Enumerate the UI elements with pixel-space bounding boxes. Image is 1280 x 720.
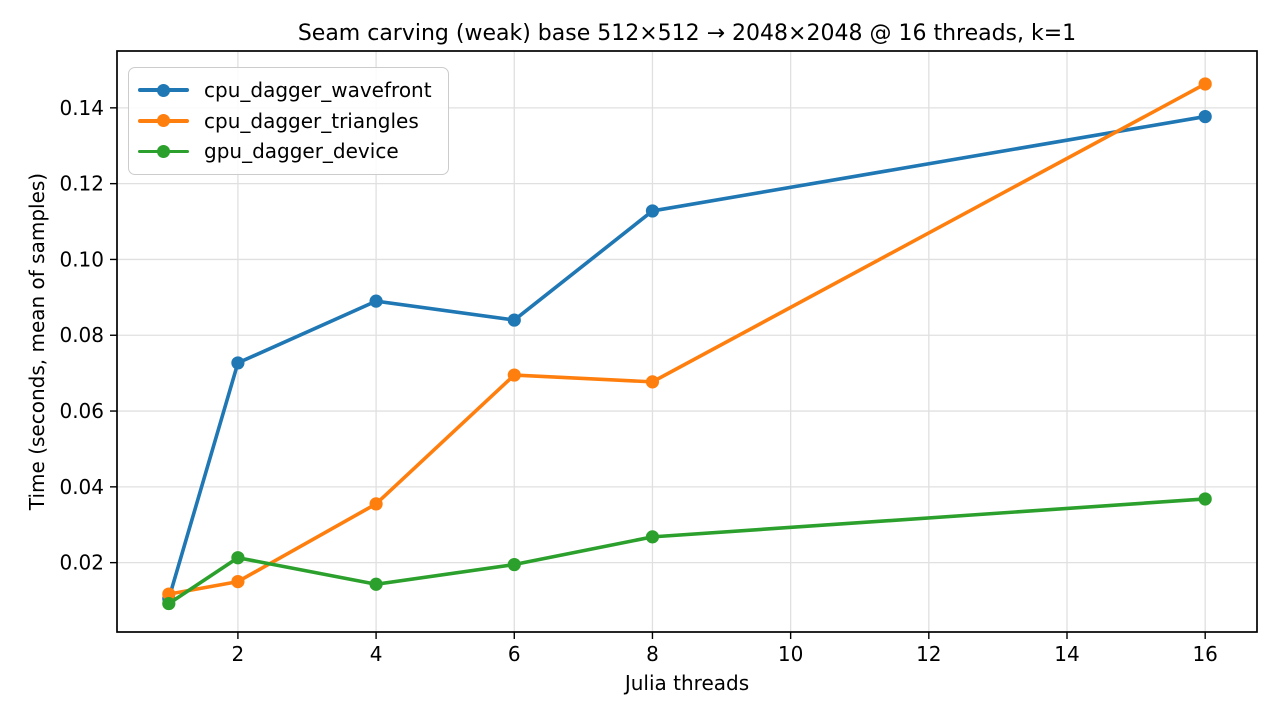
legend-line-marker-icon — [138, 83, 189, 97]
series-marker-cpu_dagger_triangles — [369, 497, 383, 511]
x-tick-label: 4 — [370, 642, 383, 666]
legend: cpu_dagger_wavefront cpu_dagger_triangles… — [128, 67, 449, 175]
series-line-gpu_dagger_device — [167, 497, 1207, 606]
legend-label: cpu_dagger_triangles — [204, 108, 419, 133]
series-marker-gpu_dagger_device — [507, 557, 521, 572]
series-marker-cpu_dagger_wavefront — [369, 294, 383, 308]
x-tick-label: 6 — [508, 642, 521, 666]
series-marker-cpu_dagger_wavefront — [1198, 109, 1212, 124]
x-tick-label: 14 — [1054, 642, 1079, 666]
legend-label: gpu_dagger_device — [204, 139, 399, 164]
gridlines — [117, 51, 1257, 632]
x-tick-label: 2 — [232, 642, 245, 666]
y-tick-label: 0.02 — [59, 551, 104, 575]
series-marker-gpu_dagger_device — [369, 577, 383, 591]
series-marker-cpu_dagger_triangles — [645, 375, 660, 389]
x-tick-label: 10 — [778, 642, 803, 666]
series-marker-gpu_dagger_device — [231, 551, 245, 565]
y-tick-label: 0.10 — [59, 247, 104, 271]
series-marker-gpu_dagger_device — [645, 530, 660, 544]
axis-ticks: 2 4 6 8 10 12 14 16 0.02 0.04 0.06 0.08 0.10 0.12 0.14 — [59, 96, 1217, 666]
legend-line-marker-icon — [138, 114, 189, 128]
y-tick-label: 0.12 — [59, 172, 104, 196]
series-marker-cpu_dagger_wavefront — [645, 204, 660, 218]
legend-line-marker-icon — [138, 144, 189, 158]
series-marker-cpu_dagger_wavefront — [231, 356, 245, 370]
plot-border — [116, 50, 1258, 633]
series-marker-cpu_dagger_triangles — [1198, 77, 1212, 91]
legend-item-cpu_dagger_wavefront: cpu_dagger_wavefront — [138, 75, 432, 106]
series-marker-cpu_dagger_triangles — [507, 368, 521, 382]
series-marker-cpu_dagger_triangles — [162, 587, 176, 601]
series-marker-cpu_dagger_wavefront — [507, 313, 521, 327]
legend-item-cpu_dagger_triangles: cpu_dagger_triangles — [138, 106, 432, 137]
x-tick-label: 8 — [646, 642, 659, 666]
series-marker-gpu_dagger_device — [162, 596, 176, 611]
chart-title: Seam carving (weak) base 512×512 → 2048×… — [298, 21, 1076, 46]
x-tick-label: 16 — [1192, 642, 1217, 666]
y-tick-label: 0.14 — [59, 96, 104, 120]
legend-item-gpu_dagger_device: gpu_dagger_device — [138, 136, 432, 167]
series-lines — [162, 77, 1212, 611]
series-line-cpu_dagger_wavefront — [167, 114, 1207, 601]
series-marker-gpu_dagger_device — [1198, 492, 1212, 506]
y-tick-label: 0.08 — [59, 323, 104, 347]
x-tick-label: 12 — [916, 642, 941, 666]
series-marker-cpu_dagger_triangles — [231, 574, 245, 589]
y-axis-label: Time (seconds, mean of samples) — [25, 173, 49, 511]
series-line-cpu_dagger_triangles — [167, 82, 1207, 596]
y-tick-label: 0.06 — [59, 399, 104, 423]
x-axis-label: Julia threads — [623, 671, 749, 695]
y-tick-label: 0.04 — [59, 475, 104, 499]
legend-label: cpu_dagger_wavefront — [204, 78, 432, 103]
